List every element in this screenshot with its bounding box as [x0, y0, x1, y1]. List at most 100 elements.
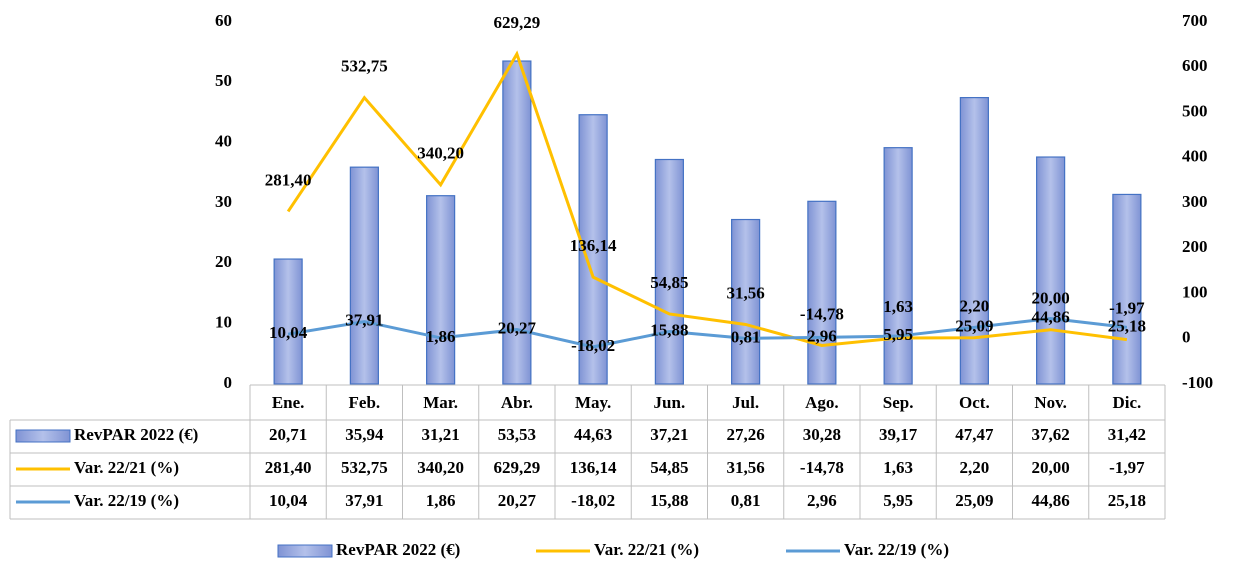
table-cell: 44,63 [574, 425, 612, 444]
table-cell: 31,56 [727, 458, 765, 477]
data-label: 54,85 [650, 273, 688, 292]
data-label: -14,78 [800, 304, 844, 323]
y-tick-label: 10 [215, 313, 232, 332]
table-cell: 2,20 [960, 458, 990, 477]
x-tick-label: Ago. [805, 393, 839, 412]
table-cell: 136,14 [570, 458, 617, 477]
y-tick-label: 40 [215, 132, 232, 151]
y2-tick-label: 500 [1182, 101, 1208, 120]
legend-key [277, 544, 333, 558]
table-series-name: Var. 22/19 (%) [74, 491, 179, 510]
table-cell: 0,81 [731, 491, 761, 510]
bar [1036, 156, 1066, 385]
x-tick-label: Ene. [272, 393, 305, 412]
y2-tick-label: 600 [1182, 56, 1208, 75]
table-cell: -18,02 [571, 491, 615, 510]
bar [654, 158, 684, 385]
data-label: 532,75 [341, 57, 388, 76]
data-label: 15,88 [650, 320, 688, 339]
table-cell: 37,21 [650, 425, 688, 444]
table-cell: 20,00 [1032, 458, 1070, 477]
table-cell: 1,63 [883, 458, 913, 477]
table-cell: 2,96 [807, 491, 837, 510]
bar [883, 147, 913, 385]
data-label: 10,04 [269, 323, 308, 342]
data-label: -18,02 [571, 336, 615, 355]
table-cell: 30,28 [803, 425, 841, 444]
y-tick-label: 50 [215, 71, 232, 90]
data-label: 37,91 [345, 311, 383, 330]
data-label: 5,95 [883, 325, 913, 344]
table-cell: 39,17 [879, 425, 918, 444]
table-cell: -1,97 [1109, 458, 1145, 477]
table-series-name: Var. 22/21 (%) [74, 458, 179, 477]
data-label: 629,29 [494, 13, 541, 32]
table-cell: 15,88 [650, 491, 688, 510]
table-cell: 629,29 [494, 458, 541, 477]
legend-label: Var. 22/19 (%) [844, 540, 949, 559]
table-cell: 37,91 [345, 491, 383, 510]
table-cell: 281,40 [265, 458, 312, 477]
data-label: 0,81 [731, 327, 761, 346]
data-label: -1,97 [1109, 299, 1145, 318]
legend-label: Var. 22/21 (%) [594, 540, 699, 559]
table-cell: 25,18 [1108, 491, 1146, 510]
table-cell: 44,86 [1032, 491, 1070, 510]
x-tick-label: Abr. [501, 393, 533, 412]
y-tick-label: 30 [215, 192, 232, 211]
legend-label: RevPAR 2022 (€) [336, 540, 460, 559]
table-cell: 31,42 [1108, 425, 1146, 444]
y2-tick-label: 0 [1182, 328, 1191, 347]
y-tick-label: 0 [224, 373, 233, 392]
line [287, 316, 1128, 349]
y2-tick-label: 300 [1182, 192, 1208, 211]
data-label: 340,20 [417, 144, 464, 163]
table-cell: 47,47 [955, 425, 994, 444]
data-label: 136,14 [570, 236, 617, 255]
table-cell: 27,26 [727, 425, 765, 444]
data-label: 31,56 [727, 283, 765, 302]
x-tick-label: Oct. [959, 393, 990, 412]
table-cell: 1,86 [426, 491, 456, 510]
bar [959, 96, 989, 385]
y-tick-label: 20 [215, 252, 232, 271]
data-label: 1,86 [426, 327, 456, 346]
x-tick-label: Jun. [654, 393, 686, 412]
table-cell: -14,78 [800, 458, 844, 477]
data-label: 1,63 [883, 297, 913, 316]
table-cell: 53,53 [498, 425, 536, 444]
table-cell: 5,95 [883, 491, 913, 510]
bar [426, 195, 456, 385]
data-label: 2,20 [960, 297, 990, 316]
x-tick-label: Dic. [1112, 393, 1141, 412]
table-cell: 37,62 [1032, 425, 1070, 444]
data-label: 2,96 [807, 326, 837, 345]
table-cell: 532,75 [341, 458, 388, 477]
line [286, 50, 1128, 347]
bar [807, 200, 837, 385]
data-label: 281,40 [265, 170, 312, 189]
data-label: 25,18 [1108, 316, 1146, 335]
table-cell: 340,20 [417, 458, 464, 477]
bar [273, 258, 303, 385]
table-cell: 25,09 [955, 491, 993, 510]
x-tick-label: Feb. [349, 393, 381, 412]
table-cell: 20,71 [269, 425, 307, 444]
bar [349, 166, 379, 385]
x-tick-label: Mar. [423, 393, 458, 412]
table-cell: 35,94 [345, 425, 384, 444]
table-series-name: RevPAR 2022 (€) [74, 425, 198, 444]
x-tick-label: Nov. [1034, 393, 1067, 412]
x-tick-label: Jul. [732, 393, 759, 412]
table-cell: 31,21 [422, 425, 460, 444]
y2-tick-label: 100 [1182, 282, 1208, 301]
data-label: 20,00 [1032, 289, 1070, 308]
data-label: 20,27 [498, 318, 537, 337]
bar [731, 218, 761, 385]
data-label: 44,86 [1032, 307, 1070, 326]
table-cell: 54,85 [650, 458, 688, 477]
y2-tick-label: 700 [1182, 11, 1208, 30]
y-tick-label: 60 [215, 11, 232, 30]
bar [1112, 193, 1142, 385]
